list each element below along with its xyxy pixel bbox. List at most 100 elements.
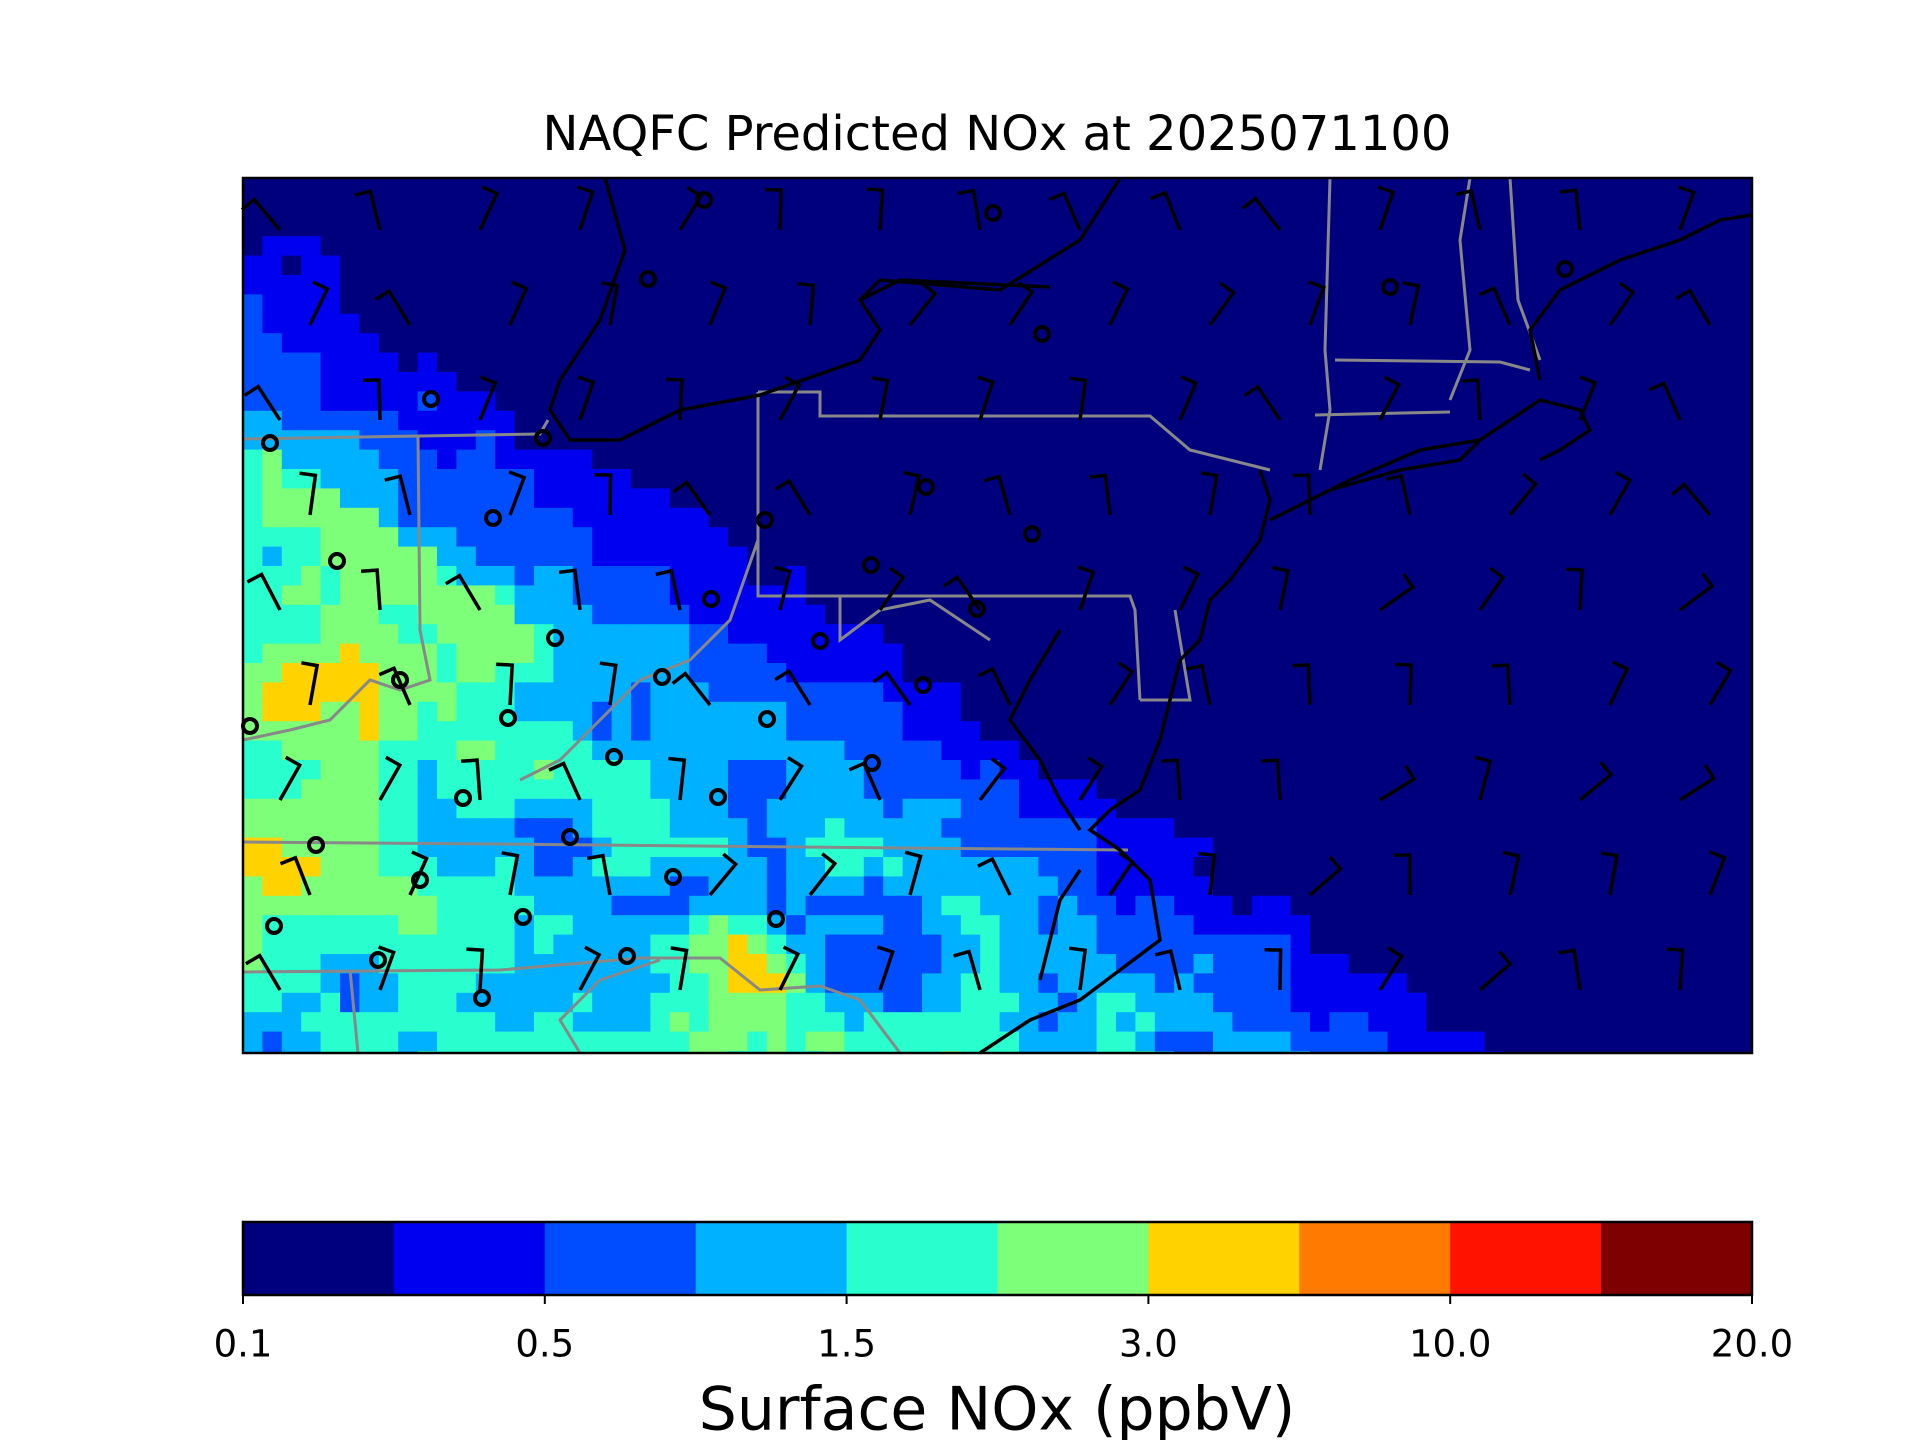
map-cell [1290,837,1311,858]
map-cell [1523,643,1544,664]
map-cell [1542,236,1563,257]
map-cell [708,507,729,528]
map-cell [1717,915,1738,936]
map-cell [1290,449,1311,470]
map-cell [786,1012,807,1033]
map-cell [359,430,380,451]
map-cell [1019,333,1039,354]
map-cell [398,585,419,606]
map-cell [1329,1012,1350,1033]
map-cell [1445,721,1466,742]
map-cell [1348,682,1369,703]
map-cell [1096,663,1117,683]
map-cell [1620,876,1641,897]
colorbar-tick-label: 0.1 [214,1323,273,1366]
wind-barb [1378,572,1416,612]
map-cell [786,895,807,916]
map-cell [708,372,729,392]
map-cell [1445,546,1466,567]
map-cell [340,837,360,858]
map-cell [1620,410,1641,431]
map-cell [1445,391,1466,412]
border [242,419,550,441]
map-cell [805,992,826,1013]
map-cell [514,604,535,625]
map-cell [1581,682,1602,703]
map-cell [786,818,807,839]
map-cell [825,430,845,451]
map-cell [456,895,477,916]
map-cell [1271,721,1292,742]
map-cell [1542,566,1563,586]
map-cell [689,1031,710,1052]
map-cell [689,915,710,936]
map-cell [243,915,263,936]
map-cell [1581,333,1602,354]
map-cell [592,410,613,431]
map-cell [1504,954,1524,974]
map-cell [1368,585,1389,606]
map-cell [243,391,263,412]
map-cell [1736,895,1752,916]
map-cell [1639,624,1660,645]
map-cell [1193,197,1214,218]
map-cell [1019,643,1039,664]
map-cell [1310,624,1330,645]
map-cell [922,352,942,373]
map-cell [1213,682,1233,703]
map-cell [1659,663,1680,683]
map-cell [359,410,380,431]
map-cell [1348,876,1369,897]
map-cell [340,313,360,334]
map-cell [281,779,302,800]
map-cell [475,663,496,683]
map-cell [437,372,457,392]
map-cell [437,1012,457,1033]
map-cell [1329,876,1350,897]
map-cell [1368,798,1389,819]
map-cell [708,488,729,509]
map-cell [1019,876,1039,897]
map-cell [1387,236,1408,257]
map-cell [301,740,322,761]
map-cell [281,837,302,858]
map-cell [1698,449,1718,470]
wind-barb [1679,763,1717,802]
map-cell [553,313,574,334]
map-cell [1581,721,1602,742]
map-cell [805,566,826,586]
map-cell [728,294,748,315]
wind-barb [1108,851,1135,896]
map-cell [708,1012,729,1033]
map-cell [922,915,942,936]
map-cell [922,895,942,916]
map-cell [1077,624,1098,645]
map-cell [960,1031,981,1052]
map-cell [1426,585,1447,606]
map-cell [1484,333,1505,354]
site [1033,325,1051,343]
map-cell [1659,934,1680,955]
map-cell [1057,760,1078,780]
map-cell [1542,895,1563,916]
map-cell [631,895,651,916]
map-cell [1038,333,1059,354]
map-cell [631,469,651,489]
map-cell [398,216,419,237]
wind-barb [977,856,1012,896]
map-cell [1717,954,1738,974]
map-cell [1096,391,1117,412]
wind-barb [1558,948,1582,991]
map-cell [1659,701,1680,722]
map-cell [980,682,1001,703]
wind-barb [957,188,982,231]
map-cell [689,857,710,877]
map-cell [378,895,399,916]
map-cell [1271,837,1292,858]
map-cell [417,915,438,936]
map-cell [1601,236,1621,257]
map-cell [631,294,651,315]
map-cell [572,507,593,528]
map-cell [1057,449,1078,470]
map-cell [1581,197,1602,218]
